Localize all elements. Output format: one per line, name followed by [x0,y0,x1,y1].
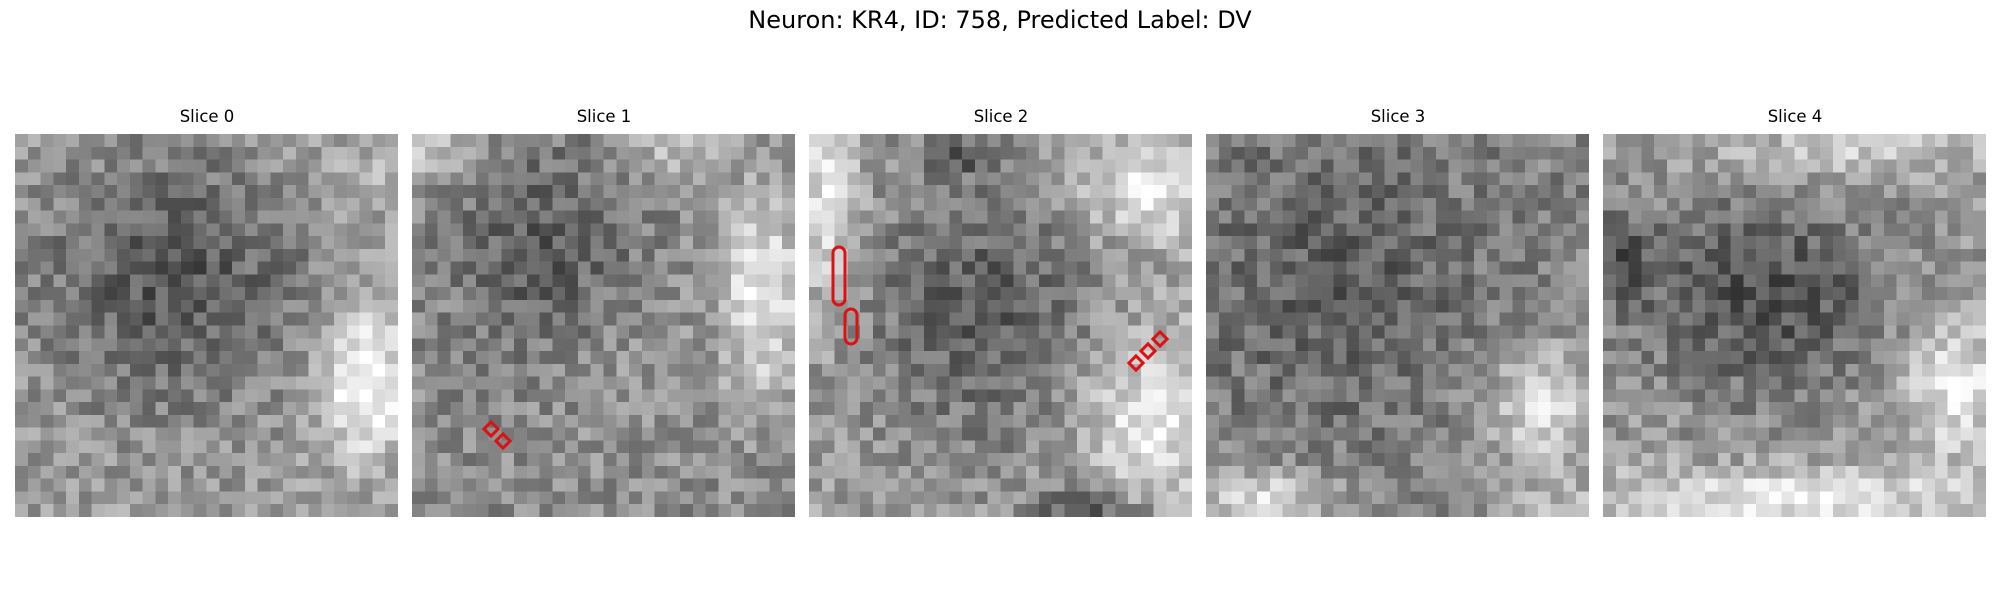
red-diamond-marker [1150,329,1170,349]
slice-title-1: Slice 1 [576,107,632,126]
slice-image-2 [809,134,1192,517]
slice-title-4: Slice 4 [1767,107,1823,126]
figure-title: Neuron: KR4, ID: 758, Predicted Label: D… [748,6,1252,34]
slice-image-0 [15,134,398,517]
slice-image-4 [1603,134,1986,517]
red-elongated-marker [843,307,859,346]
slice-title-3: Slice 3 [1370,107,1426,126]
red-diamond-marker [1138,341,1158,361]
red-diamond-marker [493,431,513,451]
red-elongated-marker [831,245,847,307]
slice-panel-4: Slice 4 [1603,104,1987,517]
slice-image-3 [1206,134,1589,517]
slice-panel-3: Slice 3 [1206,104,1590,517]
slice-panel-1: Slice 1 [412,104,796,517]
red-diamond-marker [1126,353,1146,373]
slice-2-annotations [831,245,1170,373]
slice-panel-0: Slice 0 [15,104,399,517]
slice-title-0: Slice 0 [179,107,235,126]
slice-1-annotations [481,419,513,451]
slice-image-1 [412,134,795,517]
red-diamond-marker [481,419,501,439]
slice-title-2: Slice 2 [973,107,1029,126]
slice-panel-2: Slice 2 [809,104,1193,517]
